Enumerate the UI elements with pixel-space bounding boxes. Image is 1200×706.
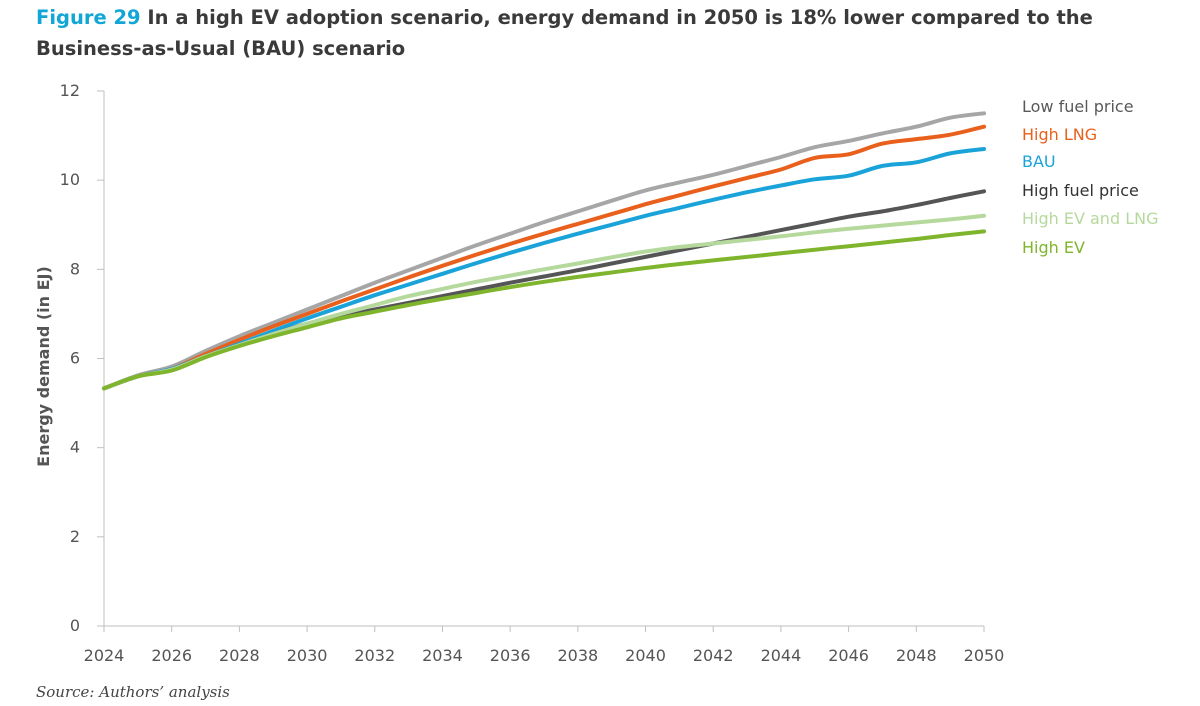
x-tick-label: 2026 bbox=[151, 646, 192, 665]
x-tick-label: 2032 bbox=[354, 646, 395, 665]
figure-number: Figure 29 bbox=[36, 6, 141, 29]
y-tick-label: 8 bbox=[70, 259, 80, 278]
axes: 0 2 4 6 8 10 12 2024 2026 2028 2030 2032 2034 2036 203… bbox=[34, 81, 1004, 665]
legend-high-ev: High EV bbox=[1022, 238, 1085, 257]
y-tick-label: 12 bbox=[60, 81, 80, 100]
legend-high-ev-and-lng: High EV and LNG bbox=[1022, 209, 1158, 228]
series-line-high-lng bbox=[102, 124, 986, 391]
x-tick-label: 2024 bbox=[84, 646, 125, 665]
series-line-low-fuel-price bbox=[102, 111, 986, 391]
y-tick-label: 0 bbox=[70, 616, 80, 635]
x-tick-label: 2040 bbox=[625, 646, 666, 665]
x-tick-label: 2050 bbox=[964, 646, 1005, 665]
figure-title-text: In a high EV adoption scenario, energy d… bbox=[36, 6, 1093, 60]
legend-high-fuel-price: High fuel price bbox=[1022, 181, 1139, 200]
legend-bau: BAU bbox=[1022, 152, 1056, 171]
series-line-high-ev bbox=[102, 229, 986, 391]
series-lines bbox=[102, 111, 986, 391]
x-tick-label: 2028 bbox=[219, 646, 260, 665]
y-axis-label: Energy demand (in EJ) bbox=[34, 266, 53, 467]
x-tick-label: 2036 bbox=[490, 646, 531, 665]
y-tick-label: 6 bbox=[70, 349, 80, 368]
legend: Low fuel price High LNG BAU High fuel price… bbox=[1022, 97, 1158, 257]
y-tick-label: 4 bbox=[70, 438, 80, 457]
x-tick-label: 2038 bbox=[557, 646, 598, 665]
figure-title: Figure 29 In a high EV adoption scenario… bbox=[36, 2, 1176, 64]
legend-high-lng: High LNG bbox=[1022, 125, 1097, 144]
x-tick-label: 2034 bbox=[422, 646, 463, 665]
x-tick-label: 2046 bbox=[828, 646, 869, 665]
x-tick-label: 2048 bbox=[896, 646, 937, 665]
y-tick-label: 10 bbox=[60, 170, 80, 189]
x-tick-label: 2042 bbox=[693, 646, 734, 665]
x-tick-label: 2044 bbox=[761, 646, 802, 665]
legend-low-fuel-price: Low fuel price bbox=[1022, 97, 1134, 116]
source-note: Source: Authors’ analysis bbox=[36, 683, 230, 701]
y-tick-label: 2 bbox=[70, 527, 80, 546]
x-tick-label: 2030 bbox=[287, 646, 328, 665]
